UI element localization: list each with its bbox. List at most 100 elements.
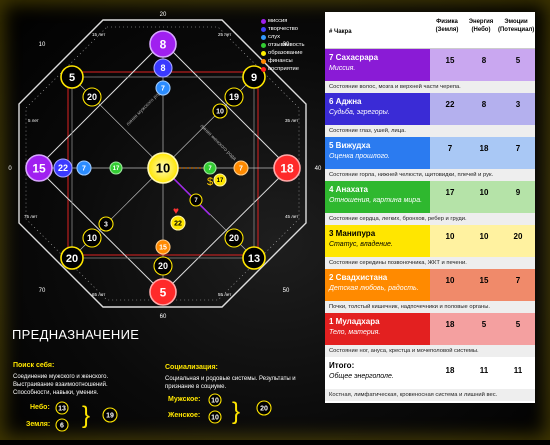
value-p: 10 (445, 276, 455, 285)
node-right-green: 7 (203, 161, 217, 175)
node-br-inner: 20 (224, 228, 244, 248)
legend-item: восприятие (261, 65, 323, 73)
node-center: 10 (147, 152, 179, 184)
chakra-meaning: Судьба, эгрегоры. (329, 109, 390, 116)
legend-label: образование (268, 50, 303, 56)
chakra-values (430, 49, 535, 81)
chakra-name: 1 Муладхара (329, 317, 380, 326)
value-e: 8 (481, 100, 487, 109)
chakra-meaning: Статус, владение. (329, 241, 393, 248)
social-brace-icon: } (232, 398, 240, 425)
chakra-name: 7 Сахасрара (329, 53, 379, 62)
social-sum: 20 (256, 400, 272, 416)
legend-dot-icon (261, 34, 266, 40)
age-bottom: 60 (160, 314, 167, 320)
chakra-caption: 6 Аджна Судьба, эгрегоры. (325, 93, 430, 125)
chakra-caption: Итого: Общее энергополе. (325, 357, 430, 389)
svg-text:7: 7 (208, 166, 212, 172)
legend-dot-icon (261, 26, 266, 32)
node-bl-inner: 10 (82, 228, 102, 248)
legend-label: отзывчивость (268, 42, 305, 48)
self-brace-icon: } (82, 402, 90, 429)
self-sum: 19 (102, 407, 118, 423)
self-title: Поиск себя: (13, 362, 55, 369)
chakra-description: Состояние сердца, легких, бронхов, ребер… (325, 213, 535, 225)
chakra-values (430, 181, 535, 213)
age-65: 65 лет (92, 292, 105, 297)
chakra-name: Итого: (329, 361, 355, 370)
legend-label: восприятие (268, 66, 299, 72)
total-row: Итого: Общее энергополе. 18 11 11 (325, 357, 535, 389)
chakra-caption: 7 Сахасрара Миссия. (325, 49, 430, 81)
svg-text:10: 10 (156, 161, 170, 176)
age-45: 45 лет (285, 214, 298, 219)
earth-label: Земля: (26, 421, 51, 428)
heart-icon: ♥ (173, 206, 179, 217)
svg-text:10: 10 (211, 415, 219, 422)
svg-text:17: 17 (113, 166, 120, 172)
purpose-title: ПРЕДНАЗНАЧЕНИЕ (12, 327, 140, 342)
svg-text:10: 10 (211, 398, 219, 405)
age-right: 40 (315, 166, 322, 172)
self-text-2: Выстраивание взаимоотношений. (13, 382, 108, 388)
chakra-values (430, 137, 535, 169)
chakra-name: 2 Свадхистана (329, 273, 388, 282)
chakra-description: Состояние середины позвоночника, ЖКТ и п… (325, 257, 535, 269)
legend-item: слух (261, 33, 323, 41)
legend-dot-icon (261, 50, 266, 56)
chakra-row: 7 Сахасрара Миссия. 15 8 5 (325, 49, 535, 81)
chakra-meaning: Оценка прошлого. (329, 153, 390, 160)
chakra-name: 5 Вижудха (329, 141, 371, 150)
node-bottom: 5 (149, 278, 177, 306)
header-chakra: # Чакра (329, 29, 352, 35)
legend-label: творчество (268, 26, 299, 32)
svg-text:20: 20 (229, 233, 239, 243)
svg-text:19: 19 (106, 413, 114, 420)
value-p: 7 (447, 144, 453, 153)
svg-text:22: 22 (174, 221, 182, 228)
value-e: 5 (481, 320, 487, 329)
svg-text:19: 19 (229, 92, 239, 102)
chakra-values (430, 357, 535, 389)
chakra-row: 5 Вижудха Оценка прошлого. 7 18 7 (325, 137, 535, 169)
node-br-outer: 13 (242, 246, 266, 270)
value-m: 20 (513, 232, 523, 241)
chakra-meaning: Общее энергополе. (329, 373, 394, 380)
value-e: 10 (479, 232, 489, 241)
node-bottom-3: 20 (153, 256, 173, 276)
node-bl-mid: 3 (98, 216, 114, 232)
svg-text:5: 5 (69, 72, 75, 84)
node-top-3: 7 (155, 80, 171, 96)
age-bl: 70 (39, 288, 46, 294)
svg-text:22: 22 (58, 163, 68, 173)
value-m: 7 (515, 276, 521, 285)
value-p: 10 (445, 232, 455, 241)
node-tl-inner: 20 (82, 87, 102, 107)
age-35: 35 лет (285, 118, 298, 123)
chakra-name: 6 Аджна (329, 97, 362, 106)
chakra-description: Состояние ног, ануса, крестца и мочеполо… (325, 345, 535, 357)
social-text-2: признание в социуме. (165, 384, 227, 390)
value-e: 8 (481, 56, 487, 65)
legend-item: финансы (261, 57, 323, 65)
chakra-values (430, 225, 535, 257)
svg-text:20: 20 (87, 92, 97, 102)
header-energy: Энергия (Небо) (468, 19, 494, 33)
dollar-icon: $ (207, 176, 213, 188)
svg-text:7: 7 (239, 166, 243, 173)
age-25: 25 лет (218, 32, 231, 37)
chakra-description: Состояние глаз, ушей, лица. (325, 125, 535, 137)
legend: миссия творчество слух отзывчивость образова… (261, 17, 323, 73)
chakra-description: Состояние горла, нижней челюсти, щитовид… (325, 169, 535, 181)
node-left: 15 (25, 154, 53, 182)
chakra-row: 6 Аджна Судьба, эгрегоры. 22 8 3 (325, 93, 535, 125)
value-m: 3 (515, 100, 521, 109)
svg-text:3: 3 (104, 222, 108, 229)
node-bl-outer: 20 (60, 246, 84, 270)
value-e: 15 (479, 276, 489, 285)
svg-text:17: 17 (217, 178, 224, 184)
value-p: 15 (445, 56, 455, 65)
male-label: Мужское: (168, 396, 201, 403)
node-tl-outer: 5 (60, 65, 84, 89)
